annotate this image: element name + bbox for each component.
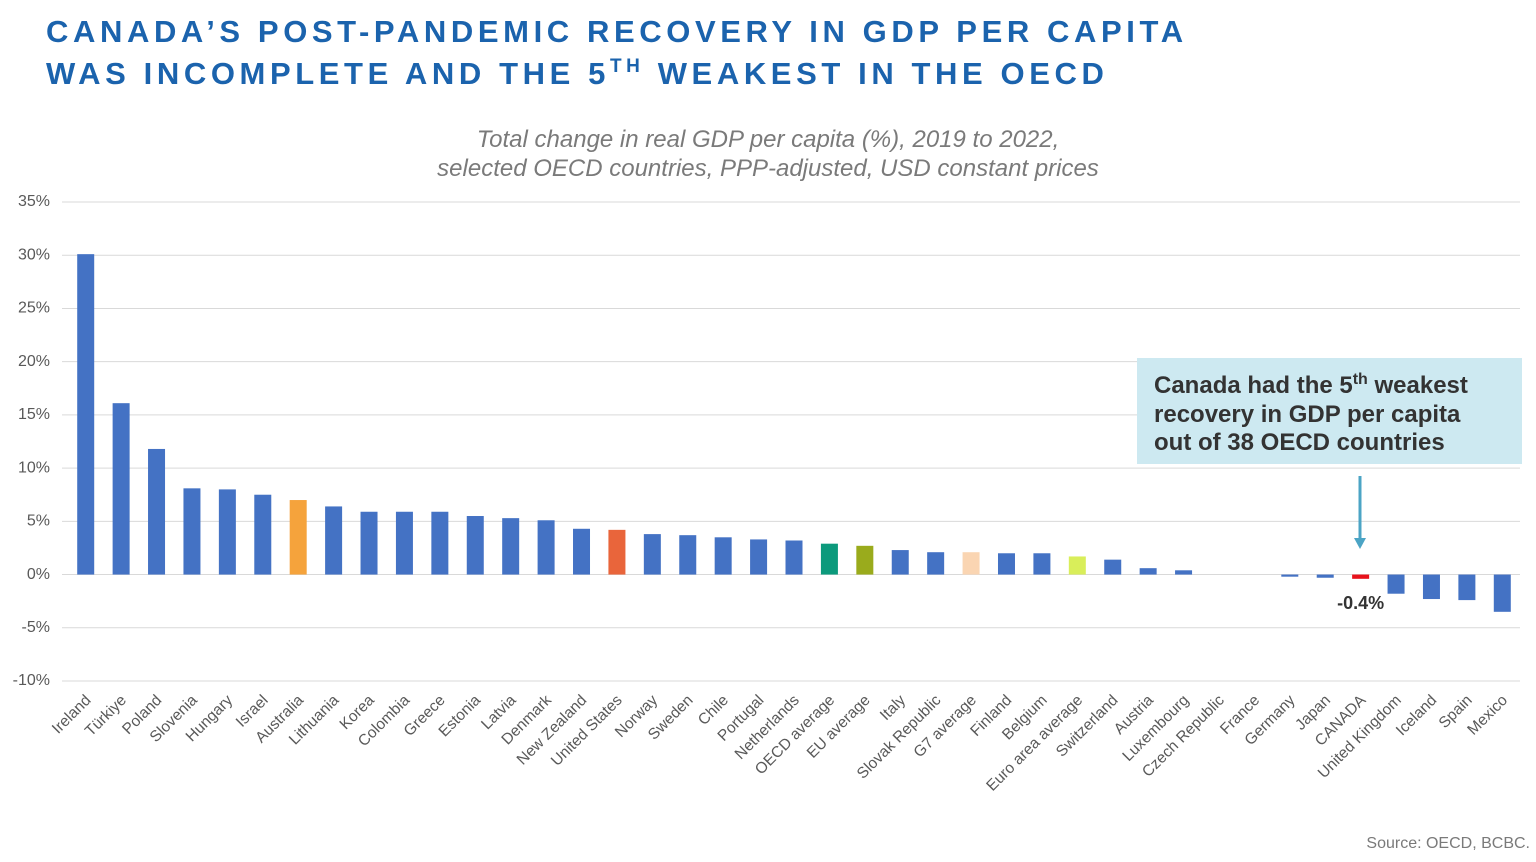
x-tick-label: Mexico [1464, 692, 1511, 739]
annotation-text: Canada had the 5 [1154, 372, 1353, 399]
bar [1175, 570, 1193, 575]
bar [891, 550, 909, 575]
subtitle: Total change in real GDP per capita (%),… [477, 126, 1060, 153]
bar [502, 518, 520, 575]
bar [1316, 574, 1334, 578]
bar [1422, 574, 1440, 600]
subtitle: selected OECD countries, PPP-adjusted, U… [437, 155, 1099, 182]
bar [289, 500, 307, 575]
y-tick-label: 35% [18, 193, 50, 210]
bar [466, 516, 484, 575]
chart-title: WAS INCOMPLETE AND THE 5TH WEAKEST IN TH… [46, 56, 1109, 91]
bar [820, 543, 838, 575]
bar [573, 528, 591, 575]
annotation-box [1137, 358, 1522, 464]
title-superscript: TH [610, 56, 645, 77]
bar [1493, 574, 1511, 612]
bar [537, 520, 555, 575]
bar [1104, 559, 1122, 575]
bar [785, 540, 803, 575]
bar [962, 552, 980, 575]
bar [431, 511, 449, 575]
y-tick-label: -5% [22, 619, 50, 636]
bar [608, 529, 626, 575]
source: Source: OECD, BCBC. [1366, 835, 1530, 852]
annotation: out of 38 OECD countries [1154, 429, 1445, 456]
bar [1281, 574, 1299, 577]
bar [1033, 553, 1051, 575]
bar [1139, 568, 1157, 575]
bar [643, 534, 661, 575]
bar [856, 545, 874, 575]
bar [679, 535, 697, 575]
bar [148, 448, 166, 575]
bar [360, 511, 378, 575]
bar [218, 489, 236, 575]
bar [750, 539, 768, 575]
title-text: WAS INCOMPLETE AND THE 5 [46, 56, 610, 91]
annotation: recovery in GDP per capita [1154, 401, 1461, 428]
bar [77, 254, 95, 575]
y-tick-label: 5% [27, 513, 50, 530]
bar [1352, 574, 1370, 579]
data-label: -0.4% [1337, 593, 1384, 613]
y-tick-label: -10% [13, 672, 50, 689]
title-text: WEAKEST IN THE OECD [644, 56, 1108, 91]
y-tick-label: 25% [18, 300, 50, 317]
bar [927, 552, 945, 575]
bar [997, 553, 1015, 575]
annotation: Canada had the 5th weakest [1154, 371, 1468, 399]
bar [325, 506, 343, 575]
y-tick-label: 0% [27, 566, 50, 583]
plot: -10%-5%0%5%10%15%20%25%30%35%IrelandTürk… [13, 193, 1520, 795]
bar [183, 488, 201, 575]
bar [112, 403, 130, 575]
bar [395, 511, 413, 575]
bar [254, 494, 272, 575]
y-tick-label: 10% [18, 459, 50, 476]
bar [714, 537, 732, 575]
y-tick-label: 20% [18, 353, 50, 370]
y-tick-label: 15% [18, 406, 50, 423]
x-tick-label: Iceland [1393, 692, 1440, 739]
y-tick-label: 30% [18, 246, 50, 263]
annotation-superscript: th [1353, 371, 1368, 388]
chart-title: CANADA’S POST-PANDEMIC RECOVERY IN GDP P… [46, 14, 1188, 49]
bar [1387, 574, 1405, 594]
annotation-arrowhead [1354, 538, 1366, 549]
annotation-text: weakest [1368, 372, 1468, 399]
bar [1458, 574, 1476, 601]
bar [1068, 556, 1086, 575]
